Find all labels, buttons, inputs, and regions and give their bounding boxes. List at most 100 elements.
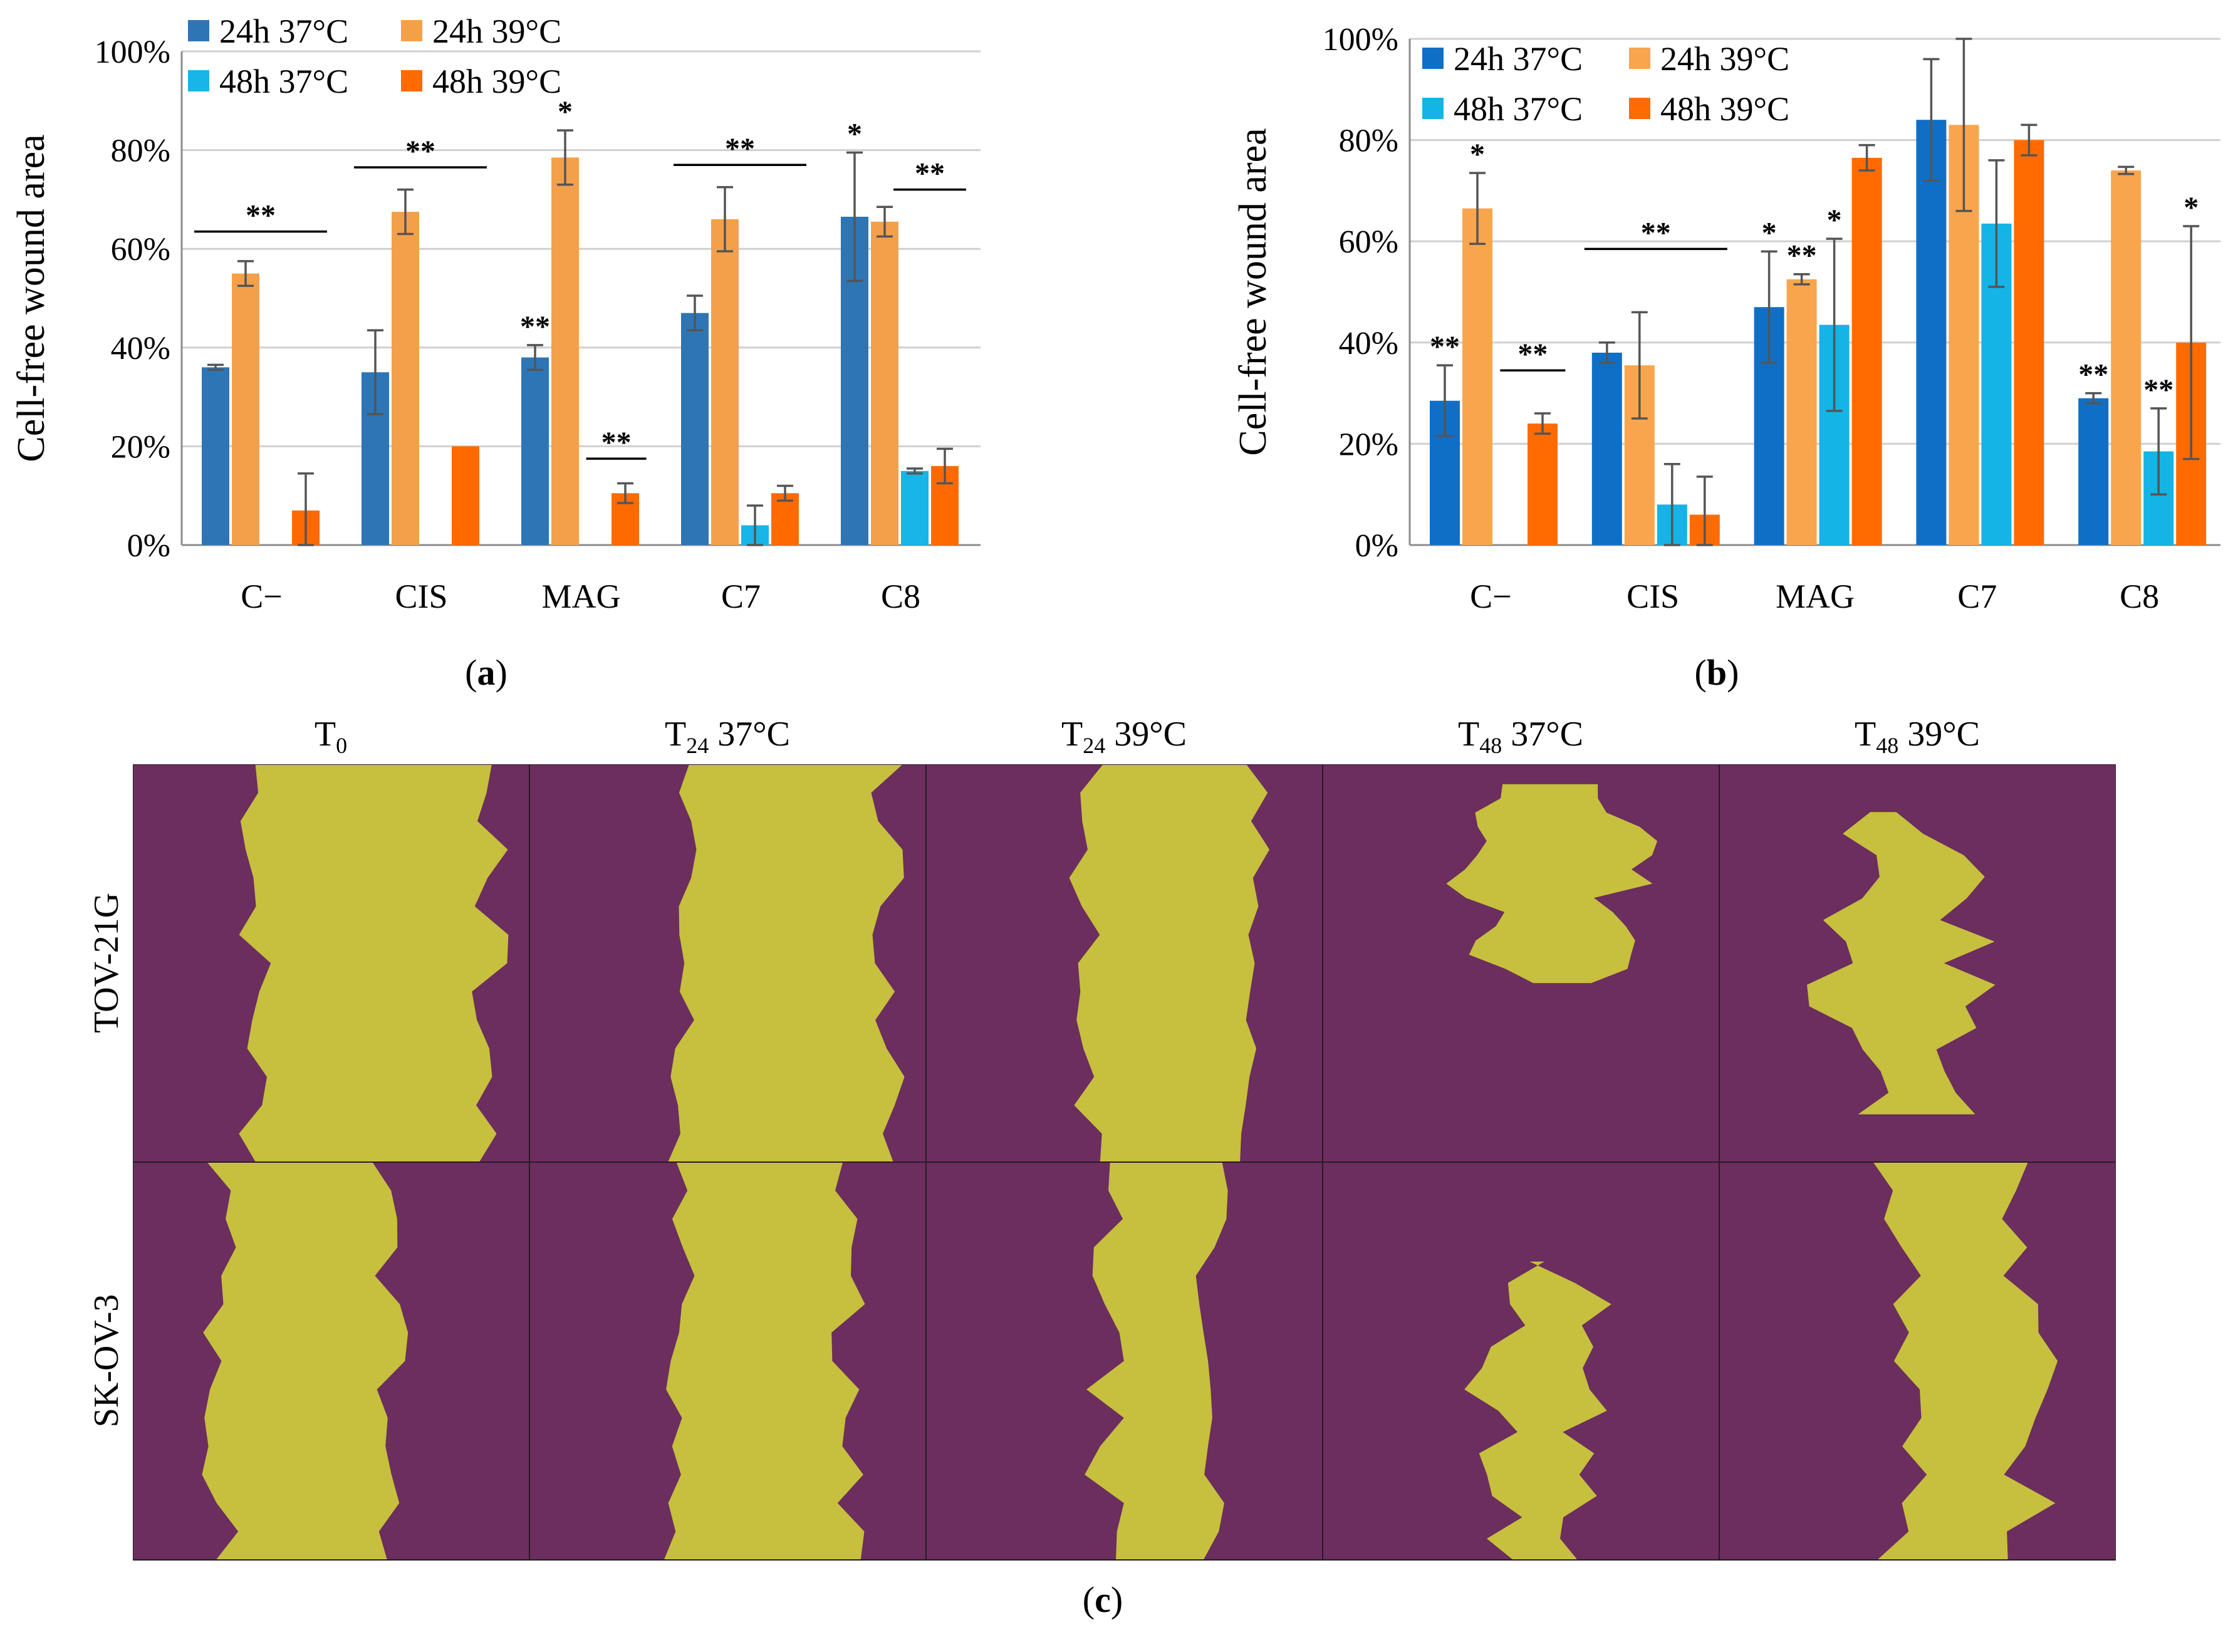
wound-area — [664, 1162, 865, 1560]
significance-mark: * — [1762, 216, 1777, 249]
bar — [1462, 208, 1492, 545]
significance-mark: ** — [2078, 358, 2108, 392]
bar — [901, 470, 929, 545]
y-tick-label: 0% — [1355, 528, 1398, 564]
x-tick-label: CIS — [1627, 578, 1679, 615]
wound-area — [1464, 1261, 1611, 1560]
legend-label: 24h 39°C — [432, 13, 561, 50]
y-tick-label: 100% — [1323, 22, 1398, 58]
bar — [1916, 120, 1947, 545]
chart-b: 0% 20% 40% 60% 80% 100% Cell-free wound area C−… — [1232, 22, 2220, 615]
y-tick-label: 40% — [1339, 326, 1398, 361]
y-tick-label: 80% — [1339, 123, 1398, 159]
bar — [771, 493, 799, 545]
legend-swatch — [401, 70, 422, 91]
panel-label-b: (b) — [1694, 652, 1739, 693]
significance-mark: ** — [246, 199, 276, 232]
y-tick-label: 40% — [111, 331, 170, 366]
bar — [1851, 157, 1882, 545]
legend-label: 24h 37°C — [1454, 40, 1583, 78]
bar — [551, 157, 579, 546]
bar — [681, 313, 709, 545]
bar — [711, 219, 739, 545]
legend-swatch — [1629, 48, 1650, 69]
bar — [1786, 279, 1817, 545]
legend-label: 24h 39°C — [1660, 40, 1789, 78]
legend-label: 48h 39°C — [432, 63, 561, 100]
x-tick-label: CIS — [395, 578, 447, 615]
significance-mark: * — [558, 95, 573, 128]
y-tick-label: 100% — [95, 34, 170, 70]
legend-swatch — [1422, 48, 1444, 69]
legend-swatch — [401, 20, 422, 41]
bar — [2078, 398, 2109, 545]
significance-mark: ** — [725, 132, 755, 165]
y-tick-label: 60% — [111, 232, 170, 268]
significance-mark: * — [2184, 191, 2199, 224]
bar — [871, 221, 898, 545]
bar — [452, 446, 479, 545]
chart-a: 0% 20% 40% 60% 80% 100% Cell-free wound area C−… — [10, 13, 981, 615]
significance-mark: ** — [601, 426, 632, 459]
bar — [1591, 352, 1622, 545]
y-tick-label: 20% — [111, 429, 170, 465]
micrograph-row-label: SK-OV-3 — [87, 1294, 126, 1428]
significance-mark: ** — [915, 157, 945, 190]
x-tick-label: C7 — [721, 578, 761, 615]
significance-mark: ** — [520, 310, 550, 343]
bar — [521, 357, 549, 545]
micrograph-grid — [133, 764, 2116, 1561]
legend-label: 24h 37°C — [219, 13, 348, 50]
legend-swatch — [188, 70, 209, 91]
bar — [1528, 423, 1558, 545]
y-axis-label: Cell-free wound area — [1232, 128, 1274, 455]
significance-mark: ** — [1787, 239, 1817, 273]
wound-area — [1807, 812, 1996, 1114]
wound-area — [1446, 784, 1658, 984]
bar — [392, 212, 419, 546]
micrograph-column-header: T48 39°C — [1855, 715, 1980, 759]
wound-area — [1085, 1162, 1228, 1560]
x-tick-label: C8 — [2120, 578, 2159, 615]
bar — [2014, 140, 2044, 546]
wound-area — [1873, 1162, 2058, 1560]
significance-mark: ** — [1517, 338, 1548, 371]
micrograph-column-header: T24 37°C — [665, 715, 790, 759]
wound-area — [239, 764, 509, 1162]
x-tick-label: C− — [241, 578, 282, 615]
wound-area — [1069, 764, 1270, 1162]
panel-label-c: (c) — [1082, 1579, 1123, 1620]
y-tick-label: 80% — [111, 133, 170, 169]
legend-swatch — [1629, 98, 1650, 119]
bar — [232, 273, 259, 545]
x-tick-label: MAG — [1776, 578, 1855, 615]
panel-label-a: (a) — [465, 652, 508, 693]
y-tick-label: 20% — [1339, 427, 1398, 462]
x-tick-label: MAG — [541, 578, 620, 615]
y-tick-label: 60% — [1339, 224, 1398, 260]
micrograph-tile-border — [1719, 1161, 2116, 1561]
x-tick-label: C8 — [881, 578, 920, 615]
legend-swatch — [1422, 98, 1444, 119]
x-tick-label: C7 — [1957, 578, 1997, 615]
micrograph-column-header: T24 39°C — [1061, 715, 1187, 759]
wound-area — [668, 764, 905, 1162]
significance-mark: * — [1827, 204, 1842, 237]
wound-area — [202, 1162, 409, 1560]
legend-label: 48h 37°C — [1454, 90, 1583, 128]
significance-mark: * — [1470, 138, 1485, 171]
micrograph-row-label: TOV-21G — [87, 892, 126, 1034]
legend-swatch — [188, 20, 209, 41]
micrograph-column-header: T48 37°C — [1458, 715, 1583, 759]
y-tick-label: 0% — [127, 528, 170, 564]
significance-mark: ** — [2143, 373, 2173, 407]
legend-label: 48h 37°C — [219, 63, 348, 100]
significance-mark: * — [847, 118, 862, 151]
significance-mark: ** — [1641, 216, 1671, 249]
significance-mark: ** — [405, 135, 435, 168]
micrograph-column-header: T0 — [314, 715, 348, 759]
x-tick-label: C− — [1470, 578, 1511, 615]
bar — [202, 367, 229, 545]
bar — [2111, 170, 2142, 546]
legend-label: 48h 39°C — [1660, 90, 1789, 128]
